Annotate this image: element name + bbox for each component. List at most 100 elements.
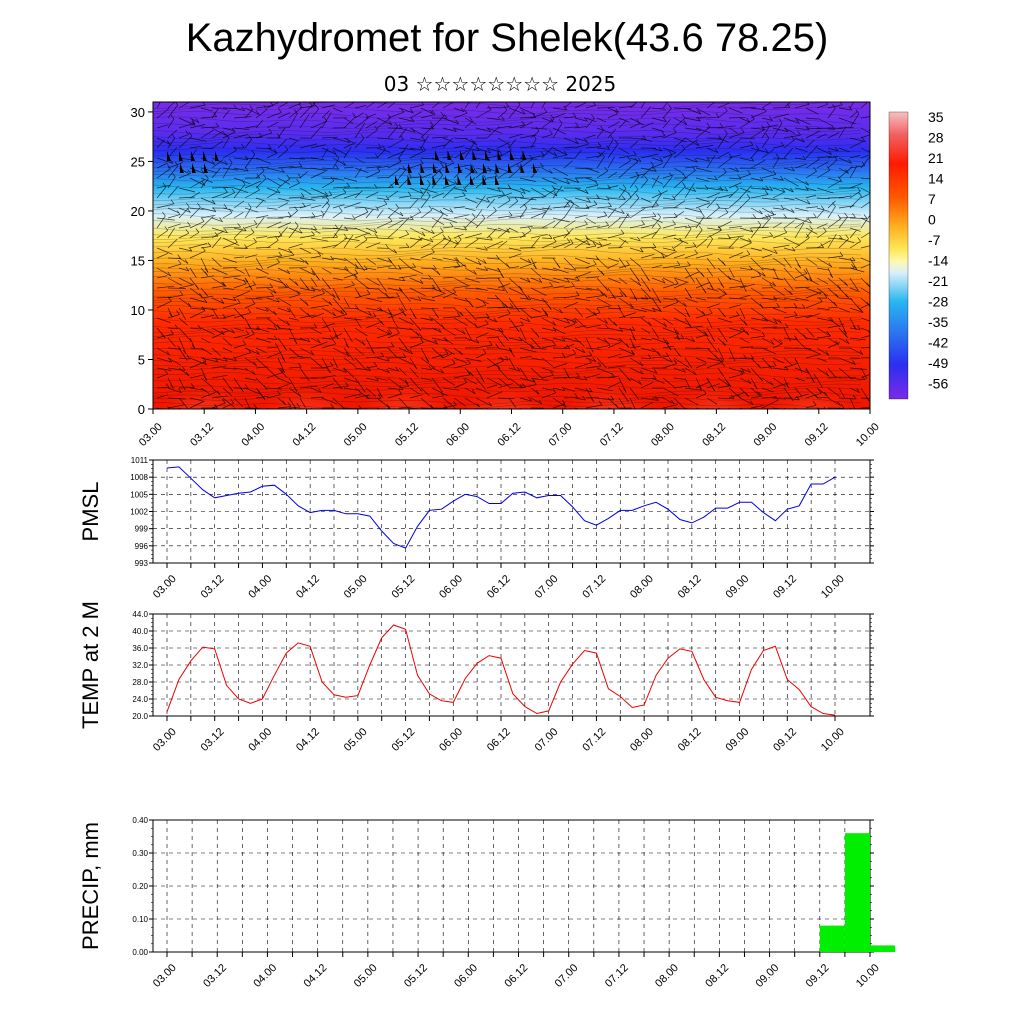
wind-barb: [288, 257, 305, 263]
wind-barb: [189, 400, 205, 409]
wind-barb: [167, 118, 175, 129]
wind-barb: [783, 247, 796, 252]
wind-barb: [431, 337, 448, 342]
wind-barb-flag: [797, 263, 801, 269]
wind-barb: [662, 197, 676, 201]
wind-barb-flag: [622, 388, 627, 393]
wind-barb: [332, 347, 349, 357]
wind-barb: [552, 241, 571, 249]
wind-barb-flag: [506, 228, 510, 233]
wind-barb: [574, 257, 591, 265]
wind-barb: [629, 247, 644, 253]
wind-barb: [563, 396, 578, 399]
wind-barb: [310, 195, 328, 199]
wind-barb: [541, 237, 553, 239]
wind-barb: [332, 107, 343, 113]
x-tick-label: 07.00: [533, 726, 561, 754]
wind-barb-flag: [604, 286, 609, 292]
wind-barb: [563, 197, 580, 208]
wind-barb: [607, 197, 626, 201]
wind-barb: [387, 257, 397, 269]
wind-barb-flag: [343, 310, 348, 315]
wind-barb: [739, 267, 753, 271]
wind-barb: [629, 117, 645, 126]
wind-barb: [156, 157, 174, 164]
wind-barb: [475, 387, 491, 394]
wind-barb: [673, 337, 685, 340]
wind-barb: [365, 277, 380, 286]
wind-barb: [585, 225, 601, 229]
wind-barb: [321, 136, 339, 139]
wind-barb: [508, 357, 516, 370]
wind-barb-flag: [566, 179, 570, 185]
contour-line: [153, 279, 862, 288]
wind-barb: [420, 187, 438, 194]
wind-barb-flag: [181, 366, 186, 371]
wind-barb-flag: [315, 104, 319, 110]
wind-barb-flag: [780, 175, 784, 181]
wind-barb-flag: [723, 290, 727, 295]
wind-barb: [376, 265, 392, 269]
wind-barb: [684, 139, 698, 149]
wind-barb-flag: [774, 95, 777, 99]
wind-barb-flag: [203, 376, 208, 381]
wind-barb-flag: [607, 184, 611, 190]
wind-barb-flag: [170, 114, 175, 120]
wind-barb: [244, 157, 260, 160]
wind-barb-flag: [453, 127, 457, 132]
wind-barb-flag: [273, 325, 278, 330]
wind-barb: [354, 122, 366, 139]
wind-barb: [343, 337, 350, 349]
contour-line: [153, 310, 862, 319]
wind-barb: [222, 127, 235, 131]
wind-barb: [442, 162, 454, 169]
wind-barb: [189, 337, 196, 349]
contour-line: [153, 254, 862, 263]
wind-barb-flag: [440, 368, 444, 374]
wind-barb-flag: [581, 348, 586, 354]
wind-barb: [420, 377, 432, 381]
wind-barb-flag: [750, 354, 754, 359]
wind-barb: [706, 397, 718, 405]
wind-barb: [222, 357, 237, 361]
wind-barb: [211, 131, 223, 139]
wind-barb: [387, 161, 402, 169]
wind-barb-flag: [260, 166, 265, 172]
wind-barb-flag: [463, 108, 468, 114]
wind-barb: [552, 167, 569, 177]
wind-barb: [343, 267, 358, 279]
wind-barb-flag: [231, 188, 236, 193]
wind-barb-flag: [230, 398, 234, 404]
wind-barb: [200, 327, 215, 335]
wind-barb: [618, 297, 634, 308]
wind-barb: [761, 326, 778, 329]
wind-barb-flag: [332, 311, 336, 317]
wind-barb-flag: [345, 351, 350, 357]
wind-barb-flag: [200, 217, 205, 222]
wind-barb: [420, 209, 433, 219]
wind-barb: [442, 239, 452, 249]
wind-barb-flag: [772, 281, 776, 287]
wind-barb: [607, 107, 619, 113]
wind-barb: [277, 178, 290, 189]
wind-barb-flag: [614, 109, 618, 115]
wind-barb: [464, 147, 480, 151]
wind-barb-flag: [648, 321, 652, 326]
wind-barb: [805, 206, 818, 209]
wind-barb: [354, 167, 362, 179]
panel-frame: [152, 819, 871, 953]
x-tick-label: 08.12: [676, 573, 704, 601]
wind-barb: [849, 367, 867, 370]
wind-barb: [574, 347, 586, 354]
wind-barb: [673, 211, 685, 219]
wind-barb: [167, 102, 176, 109]
wind-barb: [299, 314, 316, 319]
wind-barb-flag: [361, 340, 366, 346]
wind-barb: [519, 277, 531, 283]
wind-barb: [849, 227, 861, 232]
colorbar-label: -28: [928, 294, 948, 310]
wind-barb: [574, 271, 592, 279]
wind-barb: [343, 141, 357, 149]
wind-barb: [827, 323, 845, 329]
wind-barb-flag: [476, 402, 480, 408]
